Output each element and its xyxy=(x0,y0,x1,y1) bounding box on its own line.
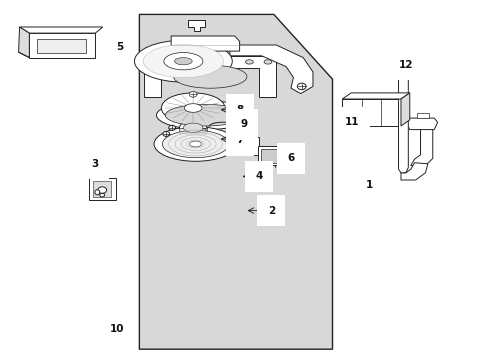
Ellipse shape xyxy=(150,60,158,64)
Text: 11: 11 xyxy=(344,117,359,127)
Bar xyxy=(416,113,428,118)
Ellipse shape xyxy=(165,104,245,126)
Ellipse shape xyxy=(167,60,175,64)
Ellipse shape xyxy=(95,190,100,195)
Ellipse shape xyxy=(174,58,192,65)
Ellipse shape xyxy=(189,141,201,147)
Ellipse shape xyxy=(134,40,232,82)
Polygon shape xyxy=(188,20,205,31)
Ellipse shape xyxy=(297,83,305,90)
Bar xyxy=(342,99,400,126)
Text: 12: 12 xyxy=(398,60,412,70)
Ellipse shape xyxy=(183,123,203,132)
Bar xyxy=(93,181,111,197)
Text: 10: 10 xyxy=(110,324,124,334)
Text: 8: 8 xyxy=(236,105,243,115)
Text: 3: 3 xyxy=(92,159,99,169)
Bar xyxy=(179,128,206,135)
Polygon shape xyxy=(139,14,332,349)
Ellipse shape xyxy=(184,104,202,112)
Text: 5: 5 xyxy=(116,42,123,52)
Ellipse shape xyxy=(154,127,237,161)
Polygon shape xyxy=(398,76,407,173)
Ellipse shape xyxy=(189,91,197,97)
Text: 9: 9 xyxy=(241,119,247,129)
Polygon shape xyxy=(410,124,432,166)
Ellipse shape xyxy=(173,65,246,88)
Ellipse shape xyxy=(245,60,253,64)
Polygon shape xyxy=(20,27,102,33)
Polygon shape xyxy=(342,93,409,99)
Polygon shape xyxy=(405,118,437,130)
Ellipse shape xyxy=(199,129,206,134)
Ellipse shape xyxy=(231,117,244,127)
Bar xyxy=(89,178,116,200)
Ellipse shape xyxy=(179,121,206,135)
Text: 6: 6 xyxy=(287,153,294,163)
Ellipse shape xyxy=(232,125,238,129)
Polygon shape xyxy=(19,27,29,58)
Polygon shape xyxy=(171,36,239,51)
Ellipse shape xyxy=(264,60,271,64)
Text: 1: 1 xyxy=(365,180,372,190)
Ellipse shape xyxy=(143,45,223,78)
Polygon shape xyxy=(222,137,259,155)
Text: 7: 7 xyxy=(235,135,243,145)
Ellipse shape xyxy=(98,187,106,193)
Bar xyxy=(261,149,282,163)
Polygon shape xyxy=(144,56,276,97)
Ellipse shape xyxy=(161,93,224,123)
Ellipse shape xyxy=(245,125,253,131)
Ellipse shape xyxy=(162,130,228,158)
Text: 4: 4 xyxy=(255,171,263,181)
Bar xyxy=(29,33,95,58)
Ellipse shape xyxy=(163,131,169,136)
Ellipse shape xyxy=(100,193,104,197)
Polygon shape xyxy=(229,45,312,94)
Bar xyxy=(257,146,285,165)
Polygon shape xyxy=(400,93,409,126)
Bar xyxy=(395,68,422,76)
Ellipse shape xyxy=(168,125,175,130)
Ellipse shape xyxy=(156,101,254,130)
Ellipse shape xyxy=(163,53,203,70)
Bar xyxy=(37,39,85,53)
Text: 2: 2 xyxy=(267,206,274,216)
Polygon shape xyxy=(400,163,427,180)
